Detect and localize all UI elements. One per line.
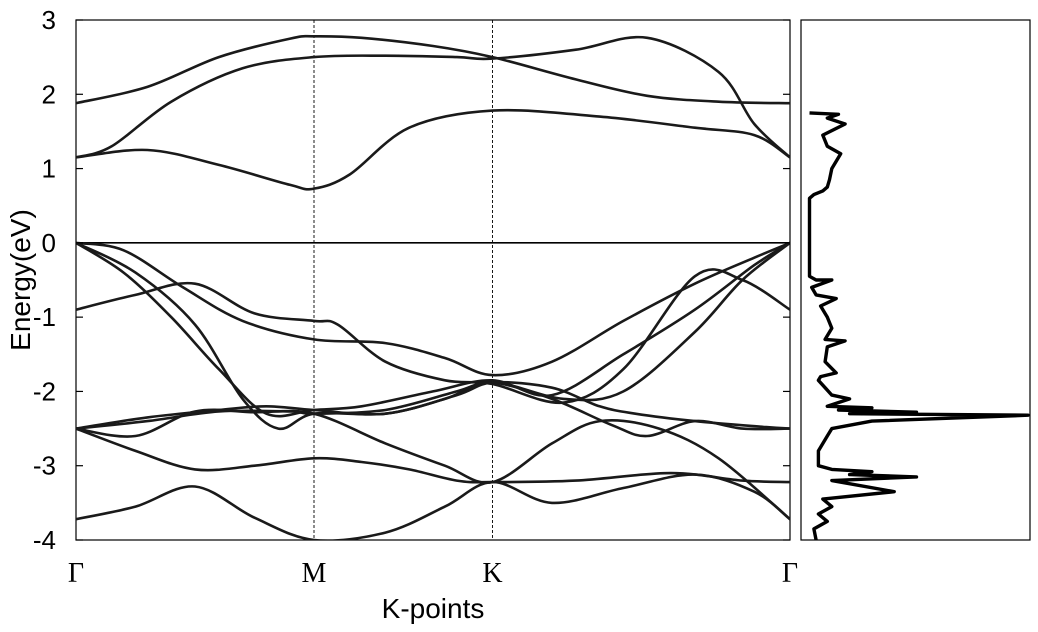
- y-tick-label: 0: [42, 228, 56, 258]
- band-line-5: [76, 241, 790, 418]
- y-axis-ticks: 3 2 1 0 -1 -2 -3 -4: [33, 5, 790, 555]
- band-plot-frame: [75, 19, 791, 541]
- y-axis-label: Energy(eV): [5, 209, 36, 351]
- k-point-gridlines: [313, 20, 493, 540]
- y-tick-label: -2: [33, 376, 56, 406]
- k-point-label: Γ: [782, 558, 798, 589]
- y-tick-label: 2: [42, 79, 56, 109]
- y-tick-label: -1: [33, 302, 56, 332]
- y-tick-label: 1: [42, 154, 56, 184]
- band-panel: 3 2 1 0 -1 -2 -3 -4 Γ M K Γ K-points Energy(eV): [5, 5, 798, 624]
- x-axis-label: K-points: [382, 593, 485, 624]
- y-tick-label: -4: [33, 525, 56, 555]
- band-line-10: [76, 408, 790, 521]
- band-line-3: [76, 108, 790, 191]
- y-tick-label: -3: [33, 451, 56, 481]
- band-line-12: [76, 380, 790, 430]
- band-line-11: [76, 473, 790, 540]
- band-line-6: [76, 268, 790, 405]
- band-line-4: [76, 241, 790, 377]
- k-point-label: K: [482, 558, 502, 589]
- y-tick-label: 3: [42, 5, 56, 35]
- band-line-9: [76, 427, 790, 484]
- k-point-label: M: [302, 558, 327, 589]
- band-line-2: [76, 35, 790, 159]
- band-line-8: [76, 381, 790, 438]
- band-curves: [76, 34, 790, 540]
- band-line-7: [76, 241, 790, 431]
- dos-panel: [800, 19, 1031, 541]
- dos-plot-frame: [800, 19, 1031, 541]
- band-line-1: [76, 34, 790, 105]
- dos-curve: [807, 111, 1030, 541]
- k-point-label: Γ: [68, 558, 84, 589]
